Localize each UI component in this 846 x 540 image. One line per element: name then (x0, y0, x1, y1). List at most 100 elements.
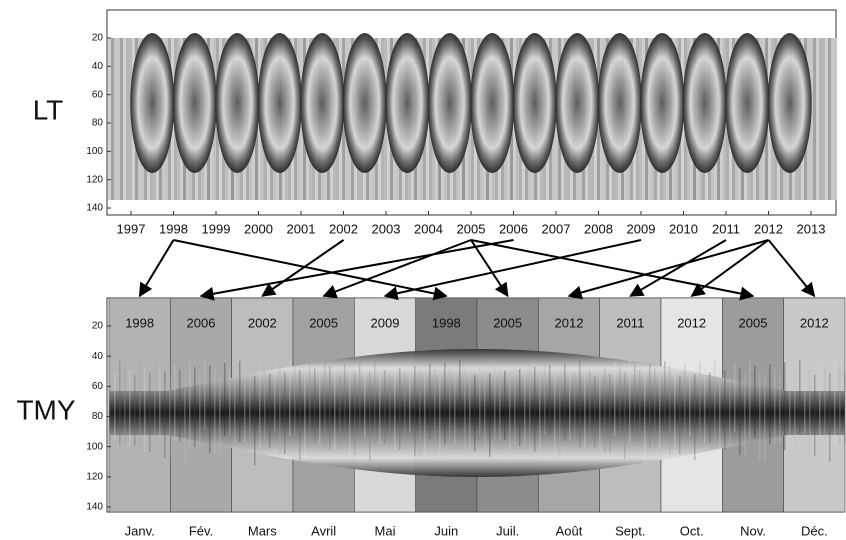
panel-label: TMY (16, 394, 75, 425)
streak (194, 367, 196, 447)
streak (384, 370, 386, 444)
streak (744, 373, 746, 455)
streak (354, 374, 356, 455)
month-year-label: 2012 (677, 315, 706, 330)
streak (539, 372, 541, 452)
streak (794, 372, 796, 450)
streak (664, 361, 666, 431)
streak (359, 362, 361, 438)
arrow (140, 240, 174, 296)
bottom-panel: 204060801001201401998Janv.2006Fév.2002Ma… (86, 298, 845, 538)
streak (499, 366, 501, 440)
year-label: 2005 (457, 221, 486, 236)
month-year-label: 2012 (800, 315, 829, 330)
year-label: 2003 (372, 221, 401, 236)
arrow (471, 240, 508, 296)
stripe (123, 38, 126, 200)
streak (579, 361, 581, 447)
streak (834, 361, 836, 445)
arrow (262, 240, 343, 296)
stripe (120, 38, 123, 200)
streak (134, 375, 136, 446)
figure: LT TMY 204060801001201401997199819992000… (0, 0, 846, 540)
stripe (114, 38, 117, 200)
streak (169, 376, 171, 458)
streak (544, 360, 546, 435)
month-year-label: 2005 (739, 315, 768, 330)
streak (449, 367, 451, 445)
streak (709, 372, 711, 443)
streak (129, 370, 131, 446)
year-label: 2002 (329, 221, 358, 236)
streak (504, 371, 506, 440)
streak (219, 375, 221, 453)
streak (779, 374, 781, 444)
streak (434, 369, 436, 439)
month-label: Sept. (615, 523, 645, 538)
streak (414, 366, 416, 456)
streak (814, 375, 816, 456)
month-year-label: 1998 (125, 315, 154, 330)
stripe (831, 38, 834, 200)
lobe (640, 33, 684, 173)
streak (454, 372, 456, 445)
month-label: Août (556, 523, 583, 538)
streak (769, 364, 771, 444)
streak (234, 373, 236, 459)
streak (249, 371, 251, 442)
y-tick-label: 20 (92, 321, 104, 332)
streak (184, 374, 186, 464)
streak (489, 373, 491, 457)
streak (484, 368, 486, 457)
streak (334, 371, 336, 449)
streak (669, 366, 671, 454)
year-label: 2004 (414, 221, 443, 236)
streak (594, 376, 596, 447)
year-label: 2010 (669, 221, 698, 236)
streak (349, 369, 351, 455)
streak (634, 365, 636, 442)
streak (274, 362, 276, 431)
streak (839, 366, 841, 445)
streak (439, 374, 441, 462)
lobe (725, 33, 769, 173)
stripe (111, 38, 114, 200)
streak (374, 360, 376, 444)
year-label: 2009 (627, 221, 656, 236)
streak (269, 374, 271, 448)
y-tick-label: 80 (92, 118, 104, 129)
stripe (819, 38, 822, 200)
streak (649, 363, 651, 448)
streak (459, 360, 461, 428)
arrow (174, 240, 447, 296)
month-label: Janv. (125, 523, 155, 538)
streak (209, 365, 211, 453)
streak (714, 360, 716, 449)
month-label: Fév. (189, 523, 213, 538)
streak (294, 365, 296, 437)
streak (749, 361, 751, 438)
streak (464, 365, 466, 451)
y-tick-label: 80 (92, 411, 104, 422)
y-tick-label: 100 (86, 441, 103, 452)
streak (844, 371, 846, 445)
streak (109, 367, 111, 440)
streak (774, 369, 776, 444)
lobe (385, 33, 429, 173)
streak (524, 374, 526, 446)
streak (704, 367, 706, 443)
streak (509, 376, 511, 463)
streak (139, 363, 141, 452)
month-year-label: 1998 (432, 315, 461, 330)
streak (629, 360, 631, 442)
streak (329, 366, 331, 449)
lobe (598, 33, 642, 173)
streak (804, 365, 806, 433)
y-tick-label: 20 (92, 33, 104, 44)
streak (689, 369, 691, 437)
streak (609, 374, 611, 453)
lobe (215, 33, 259, 173)
streak (494, 361, 496, 440)
month-year-label: 2005 (493, 315, 522, 330)
streak (264, 369, 266, 448)
